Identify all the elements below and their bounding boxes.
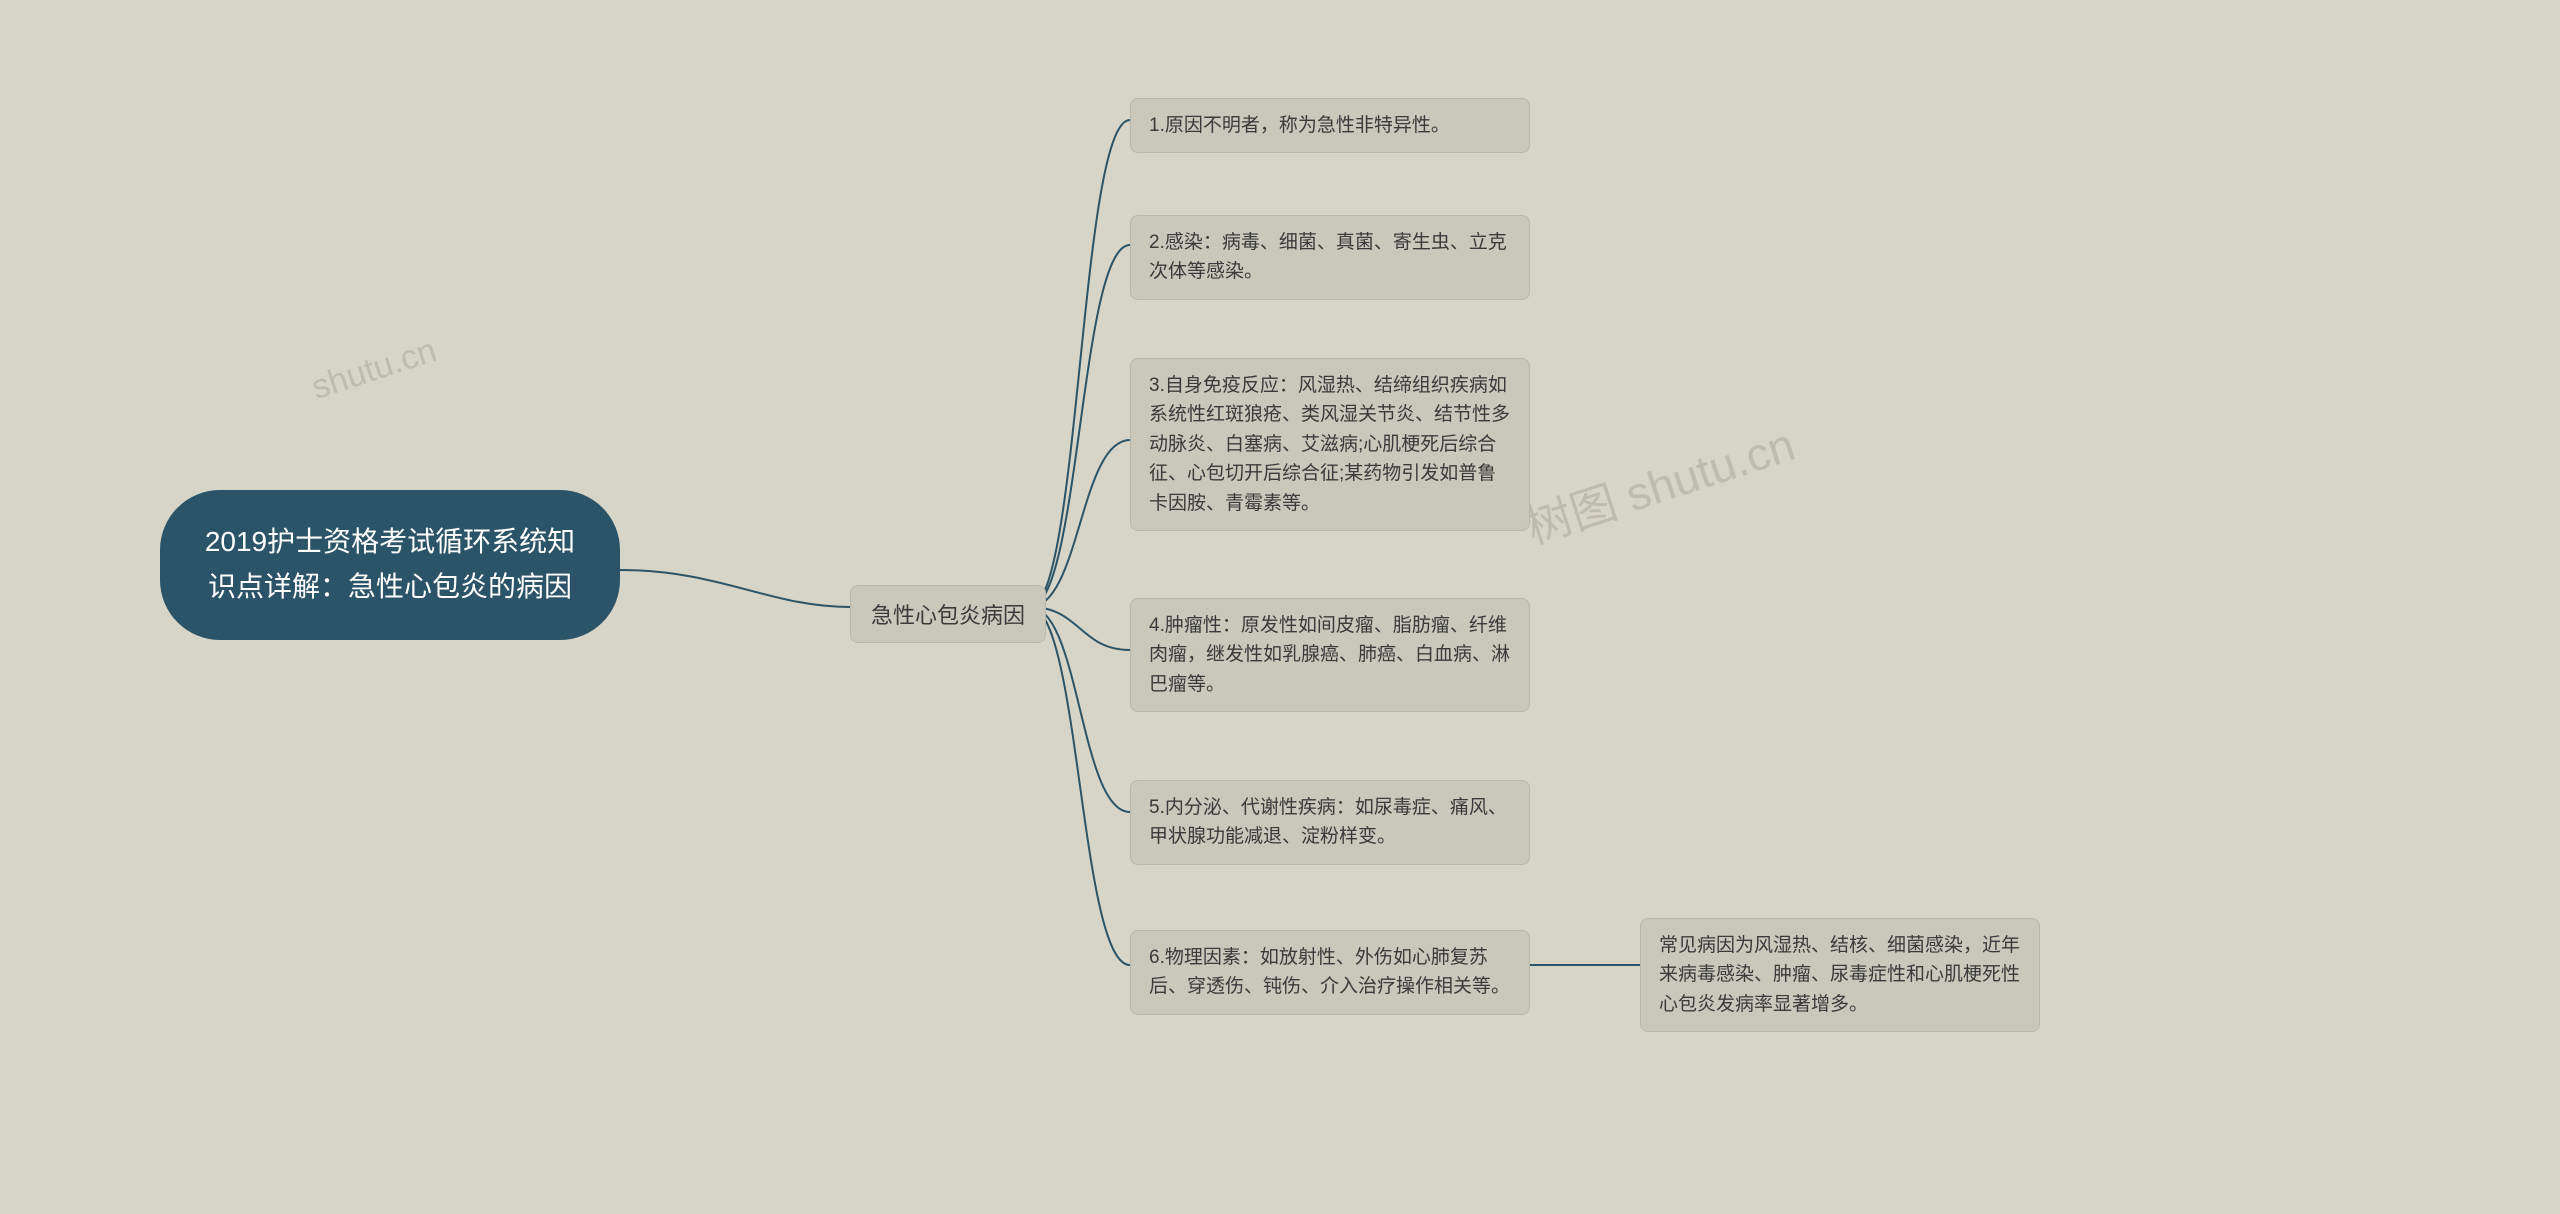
leaf-4: 4.肿瘤性：原发性如间皮瘤、脂肪瘤、纤维肉瘤，继发性如乳腺癌、肺癌、白血病、淋巴… [1130,598,1530,712]
leaf-text: 5.内分泌、代谢性疾病：如尿毒症、痛风、甲状腺功能减退、淀粉样变。 [1149,797,1507,847]
mindmap-root: 2019护士资格考试循环系统知识点详解：急性心包炎的病因 [160,490,620,640]
leaf-3: 3.自身免疫反应：风湿热、结缔组织疾病如系统性红斑狼疮、类风湿关节炎、结节性多动… [1130,358,1530,531]
leaf-text: 3.自身免疫反应：风湿热、结缔组织疾病如系统性红斑狼疮、类风湿关节炎、结节性多动… [1149,375,1510,514]
level1-label: 急性心包炎病因 [871,603,1025,628]
leaf-text: 6.物理因素：如放射性、外伤如心肺复苏后、穿透伤、钝伤、介入治疗操作相关等。 [1149,947,1510,997]
level1-node: 急性心包炎病因 [850,585,1046,643]
note-node: 常见病因为风湿热、结核、细菌感染，近年来病毒感染、肿瘤、尿毒症性和心肌梗死性心包… [1640,918,2040,1032]
watermark-1: shutu.cn [307,331,441,408]
leaf-6: 6.物理因素：如放射性、外伤如心肺复苏后、穿透伤、钝伤、介入治疗操作相关等。 [1130,930,1530,1015]
watermark-2: 树图 shutu.cn [1517,409,1802,558]
root-title: 2019护士资格考试循环系统知识点详解：急性心包炎的病因 [205,526,575,602]
leaf-2: 2.感染：病毒、细菌、真菌、寄生虫、立克次体等感染。 [1130,215,1530,300]
leaf-text: 4.肿瘤性：原发性如间皮瘤、脂肪瘤、纤维肉瘤，继发性如乳腺癌、肺癌、白血病、淋巴… [1149,615,1510,695]
leaf-text: 1.原因不明者，称为急性非特异性。 [1149,115,1450,136]
leaf-1: 1.原因不明者，称为急性非特异性。 [1130,98,1530,153]
leaf-5: 5.内分泌、代谢性疾病：如尿毒症、痛风、甲状腺功能减退、淀粉样变。 [1130,780,1530,865]
leaf-text: 2.感染：病毒、细菌、真菌、寄生虫、立克次体等感染。 [1149,232,1507,282]
note-text: 常见病因为风湿热、结核、细菌感染，近年来病毒感染、肿瘤、尿毒症性和心肌梗死性心包… [1659,935,2020,1015]
